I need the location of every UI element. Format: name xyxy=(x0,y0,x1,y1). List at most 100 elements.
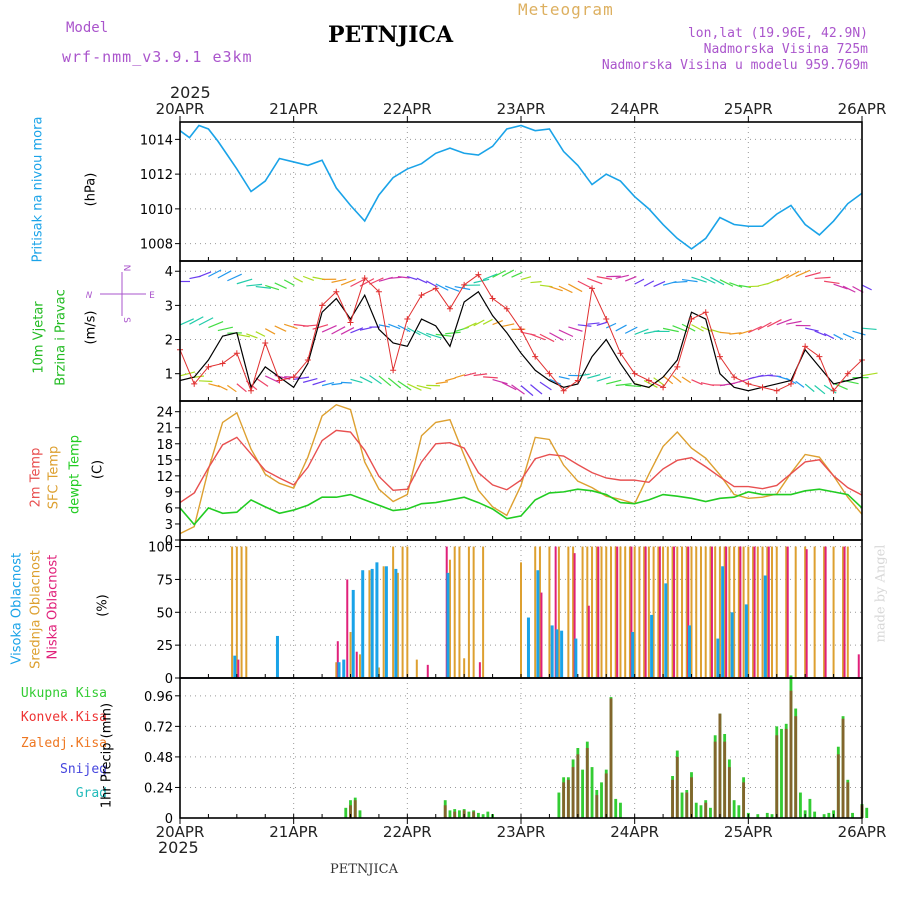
mid-cloud-bar xyxy=(614,546,617,678)
conv-precip-bar xyxy=(443,805,447,818)
total-precip-bar xyxy=(851,812,854,818)
wind-arrow xyxy=(246,333,258,339)
total-precip-bar xyxy=(467,811,471,818)
mid-cloud-bar xyxy=(756,546,759,678)
total-precip-bar xyxy=(590,767,594,818)
y-tick-label: 3 xyxy=(165,518,173,533)
wind-arrow xyxy=(274,282,287,289)
mid-cloud-bar xyxy=(832,546,835,678)
wind-gust-point xyxy=(503,305,510,312)
wind-gust-point xyxy=(716,353,723,360)
wind-arrow xyxy=(255,377,269,387)
mid-cloud-bar xyxy=(458,546,461,678)
wind-arrow xyxy=(359,376,373,384)
wind-arrow xyxy=(568,326,583,332)
total-precip-bar xyxy=(808,798,812,818)
wind-arrow xyxy=(340,327,355,335)
mid-cloud-bar xyxy=(638,546,641,678)
wind-arrow xyxy=(681,376,692,384)
high-cloud-bar xyxy=(574,638,578,678)
wind-arrow xyxy=(691,324,704,332)
wind-gust-point xyxy=(205,363,212,370)
wind-arrow xyxy=(824,280,840,285)
dewpoint-line xyxy=(179,488,863,526)
conv-precip-bar xyxy=(671,779,674,818)
wind-arrow xyxy=(208,269,222,278)
conv-precip-bar xyxy=(794,716,798,818)
mid-cloud-bar xyxy=(548,546,551,678)
mid-cloud-bar xyxy=(704,546,707,678)
y-tick-label: 6 xyxy=(165,502,173,517)
high-cloud-bar xyxy=(631,632,635,678)
wind-arrow xyxy=(246,283,263,287)
conv-rain-label: Konvek.Kisa xyxy=(20,710,107,725)
wind-gust-point xyxy=(546,370,553,377)
conv-precip-bar xyxy=(704,802,708,818)
high-cloud-bar xyxy=(446,572,450,678)
y-tick-label: 0.24 xyxy=(144,781,173,796)
conv-precip-bar xyxy=(742,782,746,818)
wind-arrow xyxy=(539,381,552,391)
mid-cloud-bar xyxy=(335,662,338,678)
high-cloud-bar xyxy=(233,655,237,678)
wind-arrow xyxy=(719,279,734,287)
y-tick-label: 0 xyxy=(165,812,173,827)
wind-arrow xyxy=(710,328,722,334)
wind-arrow xyxy=(397,276,410,279)
wind-arrow xyxy=(473,278,490,284)
total-precip-bar xyxy=(770,814,774,818)
high-cloud-bar xyxy=(664,583,668,678)
wind-arrow xyxy=(227,273,242,282)
wind-arrow xyxy=(672,375,682,383)
low-cloud-bar xyxy=(710,546,713,678)
wind-arrow xyxy=(435,283,449,291)
wind-arrow xyxy=(321,382,335,387)
high-cloud-bar xyxy=(275,635,279,678)
mid-cloud-bar xyxy=(619,546,622,678)
mid-cloud-bar xyxy=(714,546,717,678)
wind-gust-point xyxy=(233,350,240,357)
wind-arrow xyxy=(861,372,878,377)
wind-arrow xyxy=(729,332,742,335)
wind-arrow xyxy=(445,285,460,292)
low-cloud-bar xyxy=(630,546,633,678)
wind-arrow xyxy=(852,330,866,336)
mid-cloud-bar xyxy=(448,559,451,678)
wind-arrow xyxy=(729,282,743,288)
wind-arrow xyxy=(577,280,593,289)
wind-arrow xyxy=(359,326,372,331)
wind-arrow xyxy=(217,270,232,279)
wind-arrow xyxy=(388,323,401,330)
model-name: wrf-nmm_v3.9.1 e3km xyxy=(62,48,253,66)
wind-arrow xyxy=(293,276,303,283)
mid-cloud-bar xyxy=(415,659,418,678)
mid-cloud-bar xyxy=(567,546,570,678)
temp2m-line xyxy=(179,429,863,504)
year-top: 2025 xyxy=(170,83,211,102)
frozen-rain-label: Zaledj.Kisa xyxy=(20,736,107,751)
wind-arrow xyxy=(767,278,779,285)
wind-arrow xyxy=(284,323,298,330)
low-cloud-bar xyxy=(346,579,349,678)
wind-arrow xyxy=(416,330,432,338)
mid-cloud-bar xyxy=(681,546,684,678)
mid-cloud-bar xyxy=(628,546,631,678)
wind-gust-point xyxy=(390,367,397,374)
wind-arrow xyxy=(464,372,477,377)
wind-arrow xyxy=(805,327,819,332)
low-cloud-bar xyxy=(573,553,576,678)
mid-cloud-bar xyxy=(737,546,740,678)
wind-arrow xyxy=(842,333,855,340)
mid-cloud-bar xyxy=(572,546,575,678)
wind-arrow xyxy=(700,275,716,284)
mid-cloud-bar xyxy=(695,546,698,678)
wind-gust-point xyxy=(816,353,823,360)
high-cloud-bar xyxy=(342,659,346,678)
y-tick-label: 50 xyxy=(156,606,173,621)
wind-arrow xyxy=(303,324,319,327)
y-tick-label: 24 xyxy=(156,406,173,421)
x-tick-label-bottom: 21APR xyxy=(269,823,318,841)
wind-arrow xyxy=(426,332,442,339)
wind-arrow xyxy=(265,284,280,291)
mid-cloud-bar xyxy=(591,546,594,678)
